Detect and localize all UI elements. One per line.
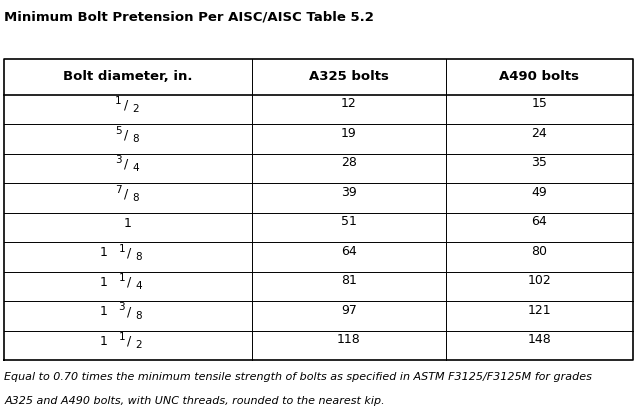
Text: 2: 2: [132, 104, 139, 114]
Text: 8: 8: [136, 252, 142, 262]
Text: 64: 64: [531, 215, 547, 228]
Text: /: /: [124, 128, 128, 141]
Text: 3: 3: [118, 302, 125, 313]
Text: 1: 1: [100, 335, 108, 348]
Text: /: /: [124, 187, 128, 200]
Text: Bolt diameter, in.: Bolt diameter, in.: [63, 70, 193, 83]
Text: A325 bolts: A325 bolts: [309, 70, 389, 83]
Text: 28: 28: [341, 156, 357, 169]
Text: 8: 8: [132, 134, 139, 144]
Text: 1: 1: [100, 246, 108, 259]
Text: /: /: [127, 335, 131, 348]
Text: 1: 1: [100, 276, 108, 289]
Text: 4: 4: [136, 281, 142, 291]
Text: /: /: [124, 158, 128, 171]
Text: 8: 8: [136, 311, 142, 321]
Text: /: /: [127, 276, 131, 289]
Text: 1: 1: [124, 217, 132, 230]
Text: /: /: [124, 98, 128, 112]
Text: 15: 15: [531, 97, 547, 110]
Text: 1: 1: [118, 332, 125, 342]
Text: 8: 8: [132, 193, 139, 203]
Text: /: /: [127, 305, 131, 318]
Text: 5: 5: [115, 126, 122, 136]
Text: 4: 4: [132, 163, 139, 173]
Text: 2: 2: [136, 340, 142, 350]
Text: A490 bolts: A490 bolts: [499, 70, 579, 83]
Text: 148: 148: [527, 333, 551, 346]
Text: 1: 1: [115, 96, 122, 106]
Text: 1: 1: [118, 243, 125, 254]
Text: 19: 19: [341, 127, 357, 140]
Text: 51: 51: [341, 215, 357, 228]
Text: Equal to 0.70 times the minimum tensile strength of bolts as specified in ASTM F: Equal to 0.70 times the minimum tensile …: [4, 372, 592, 383]
Text: 80: 80: [531, 245, 547, 258]
Text: 3: 3: [115, 155, 122, 165]
Text: 102: 102: [527, 274, 551, 287]
Text: A325 and A490 bolts, with UNC threads, rounded to the nearest kip.: A325 and A490 bolts, with UNC threads, r…: [4, 396, 385, 406]
Text: 1: 1: [118, 273, 125, 283]
Text: 1: 1: [100, 305, 108, 318]
Text: 12: 12: [341, 97, 357, 110]
Text: Minimum Bolt Pretension Per AISC/AISC Table 5.2: Minimum Bolt Pretension Per AISC/AISC Ta…: [4, 10, 375, 23]
Text: 39: 39: [341, 186, 357, 199]
Text: 97: 97: [341, 304, 357, 317]
Text: 49: 49: [531, 186, 547, 199]
Text: 121: 121: [527, 304, 551, 317]
Text: 118: 118: [337, 333, 361, 346]
Text: 35: 35: [531, 156, 547, 169]
Text: 24: 24: [531, 127, 547, 140]
Text: 7: 7: [115, 184, 122, 195]
Text: 81: 81: [341, 274, 357, 287]
Text: 64: 64: [341, 245, 357, 258]
Text: /: /: [127, 246, 131, 259]
